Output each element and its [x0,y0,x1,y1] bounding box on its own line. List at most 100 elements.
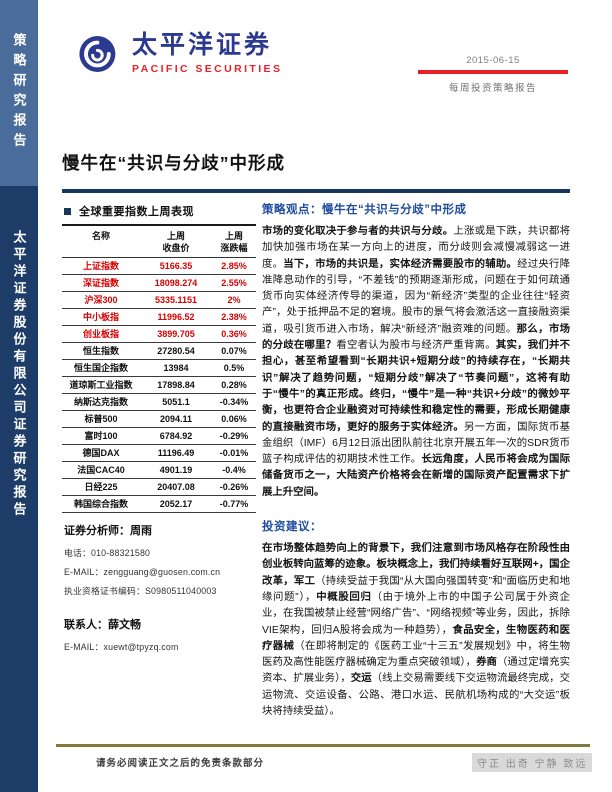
strategy-paragraph: 市场的变化取决于参与者的共识与分歧。上涨或是下跌，共识都将加快加强市场在某一方向… [262,224,570,501]
index-close: 3899.705 [157,329,195,339]
analyst-name: 证券分析师：周雨 [64,525,152,537]
sidebar-company-banner: 太平洋证券股份有限公司证券研究报告 [0,186,38,792]
strategy-panel: 策略观点：慢牛在“共识与分歧”中形成 市场的变化取决于参与者的共识与分歧。上涨或… [262,201,570,720]
index-change: 0.36% [221,329,247,339]
text-run: 食品安全，生物医药和医疗器械 [262,624,570,652]
table-row: 富时100 6784.92 -0.29% [62,428,256,445]
index-change: -0.26% [219,482,249,492]
col-header-close: 上周 收盘价 [162,231,190,253]
index-name: 法国CAC40 [77,465,125,475]
red-divider [418,70,568,74]
table-row: 韩国综合指数 2052.17 -0.77% [62,496,256,513]
index-name: 德国DAX [82,448,120,458]
text-run: 经过央行降准降息动作的引导，“不差钱”的预期逐渐形成，问题在于如何疏通货币向实体… [262,258,571,335]
index-close: 6784.92 [159,431,193,441]
table-row: 德国DAX 11196.49 -0.01% [62,445,256,462]
table-row: 中小板指 11996.52 2.38% [62,309,256,326]
index-close: 5335.1151 [154,295,198,305]
index-close: 2052.17 [159,499,193,509]
index-change: 0.06% [221,414,247,424]
analyst-phone: 电话：010-88321580 [64,548,151,558]
index-name: 道琼斯工业指数 [69,380,133,390]
footer-motto: 守正 出奇 宁静 致远 [472,753,593,772]
table-row: 标普500 2094.11 0.06% [62,411,256,428]
footer-disclaimer: 请务必阅读正文之后的免责条款部分 [96,759,265,769]
masthead-right: 2015-06-15 每周投资策略报告 [418,55,568,94]
text-run: 中概股回归 [316,591,372,603]
index-change: -0.4% [222,465,246,475]
col-header-change: 上周 涨跌幅 [220,231,248,253]
table-row: 恒生指数 27280.54 0.07% [62,343,256,360]
indices-section-title: 全球重要指数上周表现 [79,206,194,218]
text-run: 长远角度，人民币将会成为国际储备货币之一，大陆资产价格将会在新增的国际资产配置需… [262,454,571,498]
index-close: 5051.1 [162,397,190,407]
index-name: 上证指数 [82,261,119,271]
index-close: 13984 [163,363,189,373]
table-row: 法国CAC40 4901.19 -0.4% [62,462,256,479]
index-name: 标普500 [84,414,118,424]
index-name: 创业板指 [82,329,119,339]
index-name: 沪深300 [84,295,118,305]
col-header-name: 名称 [91,231,110,241]
advice-section: 投资建议： 在市场整体趋势向上的背景下，我们注意到市场风格存在阶段性由创业板转向… [262,518,570,720]
index-name: 日经225 [84,482,118,492]
text-run: 交运 [350,673,372,685]
text-run: 其实，我们并不担心，甚至希望看到“长期共识+短期分歧”的持续存在，“长期共识”解… [262,340,571,433]
index-name: 中小板指 [82,312,119,322]
spacer [64,603,256,616]
index-change: -0.77% [219,499,249,509]
text-run: 市场的变化取决于参与者的共识与分歧。 [262,226,454,237]
page-title: 慢牛在“共识与分歧”中形成 [62,153,285,173]
company-logo-icon [69,26,116,82]
sidebar-top-label: 策略研究报告 [11,33,27,153]
index-close: 20407.08 [157,482,195,492]
text-run: 券商 [476,657,497,669]
text-run: （持续受益于我国“从大国向强国转变”和“面临历史和地缘问题”）， [262,575,571,603]
analyst-license: 执业资格证书编码：S0980511040003 [64,586,217,596]
table-row: 恒生国企指数 13984 0.5% [62,360,256,377]
text-run: （在即将制定的《医药工业“十三五”发展规划》中，将生物医药及高性能医疗器械确定为… [262,640,571,669]
index-change: 0.5% [223,363,245,373]
index-close: 11196.49 [157,448,195,458]
index-name: 恒生指数 [82,346,119,356]
analyst-email: E-MAIL：zengguang@guosen.com.cn [64,567,221,577]
index-name: 深证指数 [82,278,119,288]
table-row: 日经225 20407.08 -0.26% [62,479,256,496]
advice-heading: 投资建议： [262,521,322,534]
footer-divider [56,744,590,747]
table-row: 深证指数 18098.274 2.55% [62,275,256,292]
contact-name: 联系人：薛文畅 [64,619,141,631]
index-close: 18098.274 [154,278,198,288]
index-change: 2.85% [221,261,247,271]
indices-table-header: 名称 上周 收盘价 上周 涨跌幅 [62,226,256,258]
brand-name-en: PACIFIC SECURITIES [132,63,283,75]
index-change: 2.38% [221,312,247,322]
index-close: 5166.35 [159,261,193,271]
index-name: 恒生国企指数 [73,363,128,373]
text-run: （线上交易需要线下交运物流最终完成，交运物流、交运设备、公路、港口水运、民航机场… [262,673,571,718]
brand-name-cn: 太平洋证券 [132,31,273,59]
index-change: -0.34% [219,397,249,407]
text-run: 当下，市场的共识是，实体经济需要股市的辅助。 [283,258,518,270]
index-close: 11996.52 [157,312,195,322]
table-row: 沪深300 5335.1151 2% [62,292,256,309]
index-change: 0.07% [221,346,247,356]
report-type: 每周投资策略报告 [448,83,537,94]
text-run: 在市场整体趋势向上的背景下，我们注意到市场风格存在阶段性由创业板转向蓝筹的迹象。… [262,543,570,587]
pacific-securities-logo: 太平洋证券 PACIFIC SECURITIES [62,24,282,84]
navy-divider [62,189,570,193]
analyst-info: 证券分析师：周雨 电话：010-88321580 E-MAIL：zengguan… [64,522,256,659]
advice-paragraph: 在市场整体趋势向上的背景下，我们注意到市场风格存在阶段性由创业板转向蓝筹的迹象。… [262,541,570,720]
strategy-heading: 策略观点：慢牛在“共识与分歧”中形成 [262,204,467,216]
index-change: -0.01% [219,448,249,458]
text-run: （通过定增充实资本、扩展业务）， [262,657,571,685]
square-bullet-icon [64,207,71,215]
index-close: 27280.54 [157,346,195,356]
index-change: 2% [227,295,241,305]
index-close: 2094.11 [159,414,193,424]
table-row: 上证指数 5166.35 2.85% [62,258,256,275]
sidebar-bottom-label: 太平洋证券股份有限公司证券研究报告 [11,230,27,519]
table-row: 纳斯达克指数 5051.1 -0.34% [62,394,256,411]
index-change: 0.28% [221,380,247,390]
